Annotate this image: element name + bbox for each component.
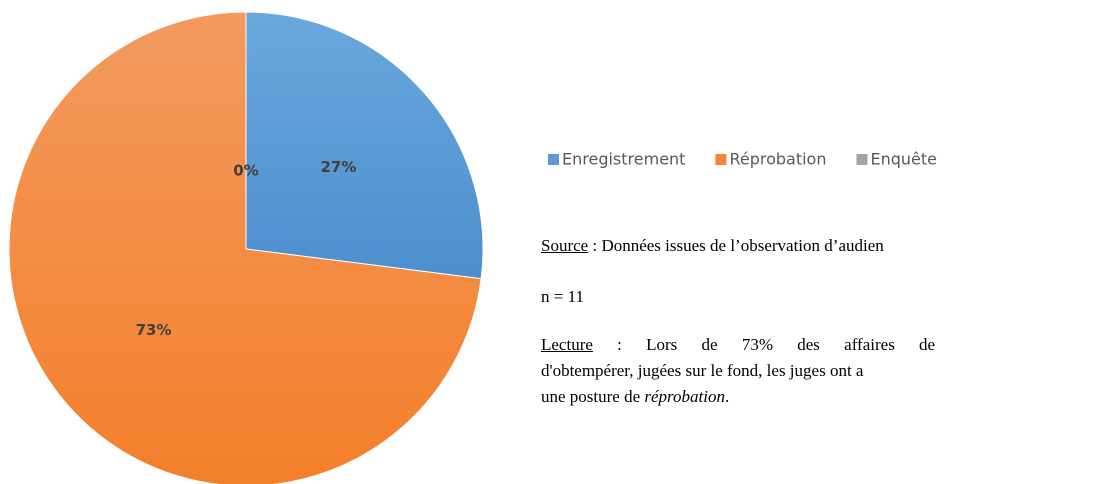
source: Source : Données issues de l’observation… (541, 236, 884, 256)
lecture-text: une posture de (541, 387, 645, 406)
lecture-line: d'obtempérer, jugées sur le fond, les ju… (541, 361, 864, 380)
legend-label: Enquête (870, 150, 937, 169)
source-label: Source (541, 236, 589, 255)
pie-slice (245, 11, 484, 280)
lecture-emphasis: réprobation (644, 387, 725, 406)
lecture-label: Lecture (541, 335, 593, 354)
lecture-text: . (724, 387, 730, 406)
data-label: 0% (233, 161, 258, 179)
source-text: : Données issues de l’observation d’audi… (588, 236, 884, 255)
data-label: 27% (320, 158, 356, 176)
pie: 27% 73% 0% (8, 11, 484, 484)
legend-label: Réprobation (729, 150, 826, 169)
legend: Enregistrement Réprobation Enquête (548, 150, 937, 169)
legend-swatch (548, 154, 559, 165)
sample-size: n = 11 (541, 287, 584, 306)
legend-swatch (856, 154, 868, 165)
lecture-text: : Lors de 73% des affaires de (592, 335, 936, 354)
legend-swatch (715, 154, 727, 165)
pie-slice (8, 11, 482, 484)
legend-label: Enregistrement (562, 150, 685, 169)
data-label: 73% (136, 321, 172, 339)
lecture-line: une posture de réprobation. (541, 387, 729, 407)
lecture-line: Lecture : Lors de 73% des affaires de (541, 335, 935, 355)
